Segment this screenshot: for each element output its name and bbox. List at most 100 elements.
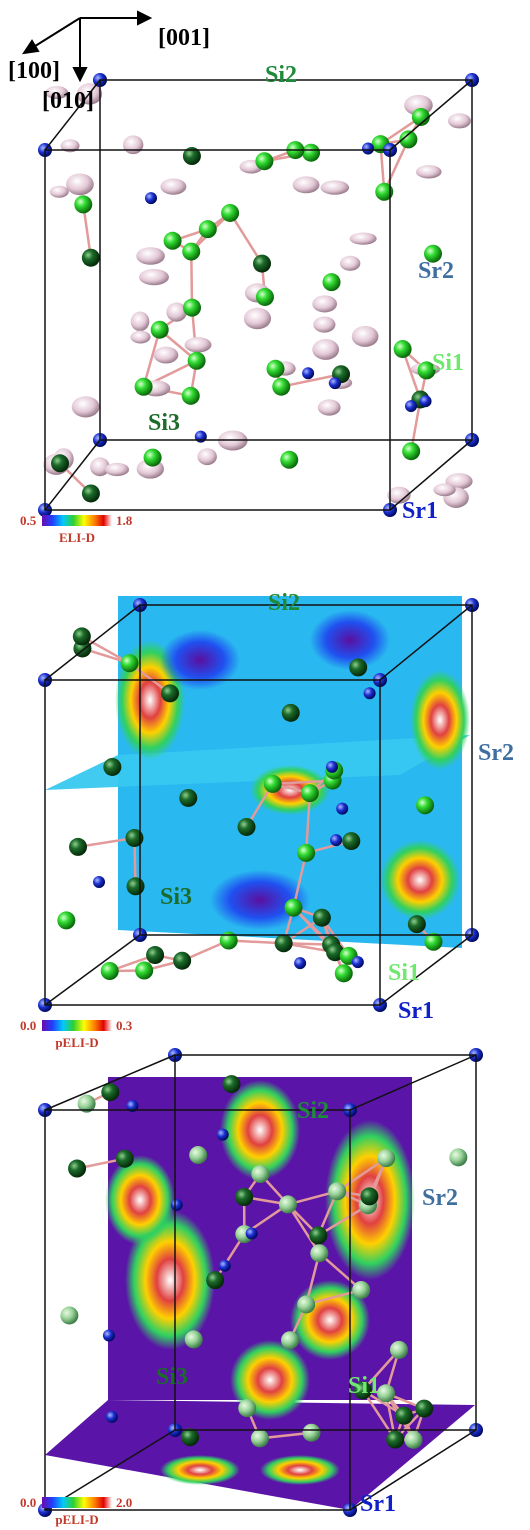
si-atom <box>146 946 164 964</box>
basin <box>185 337 212 352</box>
colorbar-max: 2.0 <box>116 1495 132 1510</box>
elf-blob <box>410 670 470 770</box>
atom-label: Sr2 <box>418 258 454 284</box>
elf-blob <box>260 1455 340 1485</box>
sr-atom <box>420 395 432 407</box>
si-atom <box>127 877 145 895</box>
sr-atom <box>362 143 374 155</box>
si-atom <box>206 1271 224 1289</box>
basin <box>312 339 339 360</box>
colorbar-max: 1.8 <box>116 513 133 528</box>
basin <box>160 178 186 194</box>
sr-atom <box>246 1227 258 1239</box>
basin <box>352 326 379 347</box>
basin <box>139 269 169 285</box>
elf-blob <box>380 840 460 920</box>
si-atom <box>238 1399 256 1417</box>
axis-label: [010] <box>42 88 94 114</box>
basin <box>197 448 216 465</box>
si-atom <box>220 932 238 950</box>
atom-label: Si1 <box>388 960 420 986</box>
basin <box>72 396 100 417</box>
si-atom <box>116 1150 134 1168</box>
si-atom <box>328 1182 346 1200</box>
si-atom <box>272 378 290 396</box>
atom-label: Sr1 <box>402 498 438 524</box>
sr-atom <box>405 400 417 412</box>
basin <box>416 165 442 178</box>
si-atom <box>181 1428 199 1446</box>
si-atom <box>173 952 191 970</box>
si-atom <box>297 1295 315 1313</box>
si-atom <box>182 387 200 405</box>
si-atom <box>342 832 360 850</box>
basin <box>50 186 69 198</box>
basin <box>154 347 179 364</box>
sr-atom <box>330 834 342 846</box>
si-atom <box>285 899 303 917</box>
si-atom <box>185 1330 203 1348</box>
si-atom <box>390 1341 408 1359</box>
atom-label: Sr1 <box>360 1491 396 1517</box>
si-atom <box>395 1407 413 1425</box>
si-atom <box>386 1431 404 1449</box>
basin <box>312 295 337 312</box>
si-atom <box>161 684 179 702</box>
si-atom <box>51 454 69 472</box>
basin <box>293 176 320 193</box>
elf-blob <box>220 1080 300 1180</box>
si-atom <box>135 378 153 396</box>
atom-label: Si3 <box>156 1364 188 1390</box>
si-atom <box>235 1188 253 1206</box>
sr-atom <box>336 803 348 815</box>
si-atom <box>297 844 315 862</box>
si-atom <box>310 1244 328 1262</box>
sr-atom <box>352 956 364 968</box>
si-atom <box>182 243 200 261</box>
figure: [001] [100] [010] Si2Sr2Si1Si3Sr10.51.8E… <box>0 0 530 1530</box>
sr-atom <box>219 1260 231 1272</box>
elf-blob <box>160 630 240 690</box>
si-atom <box>222 1075 240 1093</box>
sr-atom <box>106 1411 118 1423</box>
colorbar-label: ELI-D <box>59 530 95 545</box>
sr-atom <box>145 192 157 204</box>
colorbar-label: pELI-D <box>55 1512 98 1527</box>
basin <box>136 247 165 265</box>
si-atom <box>179 789 197 807</box>
si-atom <box>313 909 331 927</box>
basin <box>350 232 377 244</box>
si-atom <box>135 962 153 980</box>
atom-label: Si1 <box>432 350 464 376</box>
sr-atom <box>93 876 105 888</box>
basin <box>131 312 150 332</box>
atom-label: Si3 <box>160 884 192 910</box>
si-atom <box>74 195 92 213</box>
si-atom <box>335 964 353 982</box>
si-atom <box>60 1306 78 1324</box>
sr-atom <box>195 431 207 443</box>
si-atom <box>449 1148 467 1166</box>
si-atom <box>302 1424 320 1442</box>
atom-label: Si3 <box>148 410 180 436</box>
colorbar <box>42 1020 112 1031</box>
si-atom <box>144 449 162 467</box>
atom-label: Si1 <box>348 1373 380 1399</box>
sr-atom <box>326 761 338 773</box>
si-atom <box>82 249 100 267</box>
si-atom <box>255 152 273 170</box>
basin <box>105 463 129 476</box>
si-atom <box>301 784 319 802</box>
si-atom <box>309 1226 327 1244</box>
atom-label: Sr2 <box>478 740 514 766</box>
si-atom <box>101 962 119 980</box>
basin <box>130 331 150 344</box>
si-atom <box>238 818 256 836</box>
basin <box>340 256 360 271</box>
colorbar-label: pELI-D <box>55 1035 98 1050</box>
axis-label: [100] <box>8 58 60 84</box>
atom-label: Sr1 <box>398 998 434 1024</box>
colorbar-min: 0.5 <box>20 513 37 528</box>
sr-atom <box>103 1330 115 1342</box>
si-atom <box>189 1146 207 1164</box>
